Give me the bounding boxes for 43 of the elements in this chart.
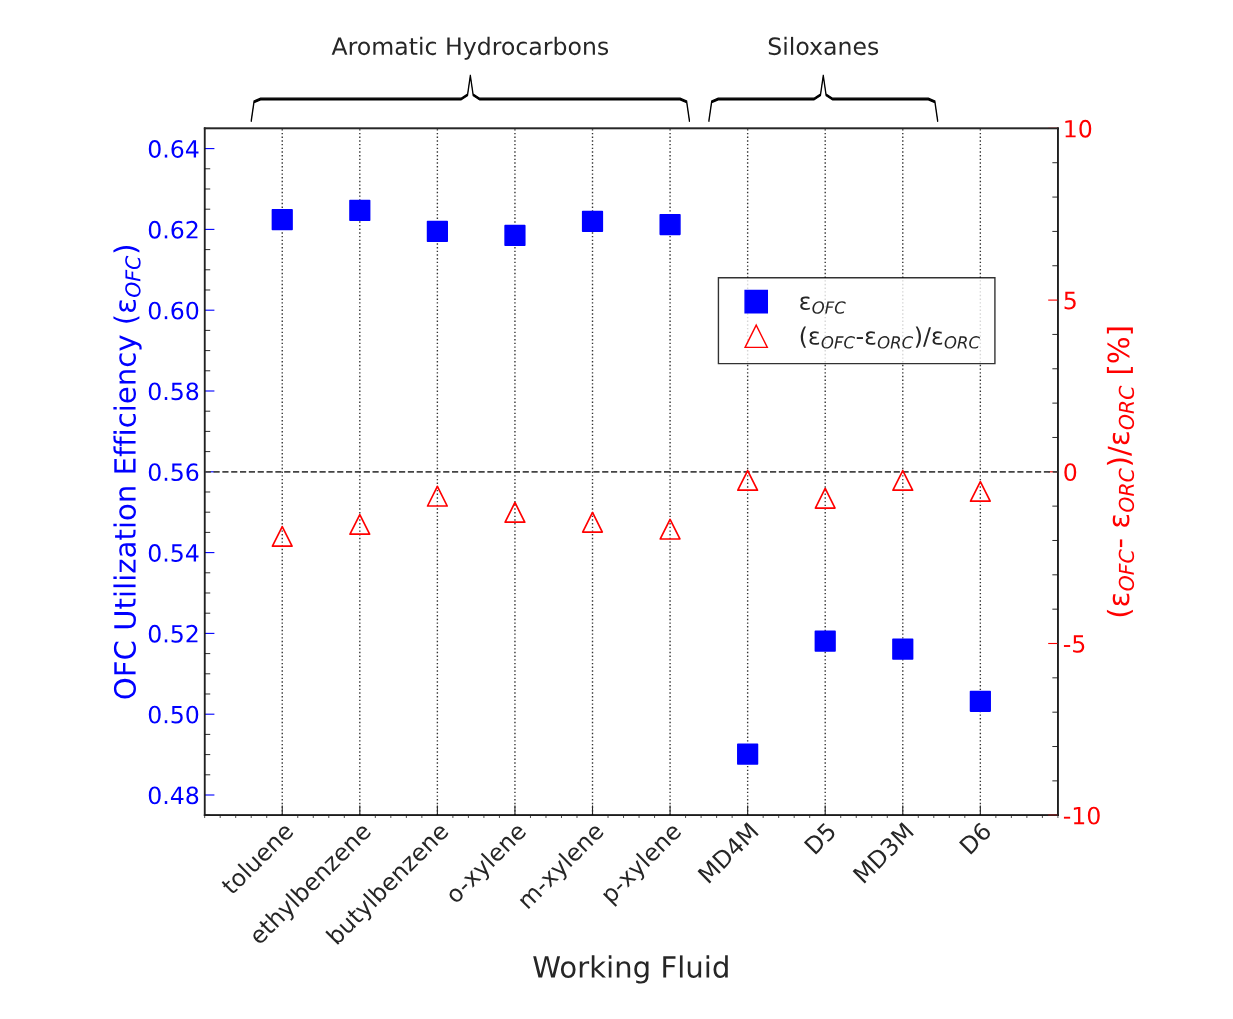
point <box>737 743 759 765</box>
x-tick-label: D5 <box>803 822 837 855</box>
y2-tick-label: 10 <box>1065 119 1092 138</box>
y2-tick-label: -5 <box>1063 635 1085 653</box>
point <box>892 469 914 492</box>
point <box>349 199 371 222</box>
point <box>736 469 759 492</box>
y-tick-label: 0.60 <box>148 301 199 320</box>
point <box>814 630 836 652</box>
point <box>271 525 293 548</box>
point <box>581 511 604 533</box>
point <box>426 485 449 507</box>
point <box>892 638 914 660</box>
y-tick-label: 0.50 <box>148 705 199 724</box>
y2-tick-label: 0 <box>1064 463 1077 482</box>
y-tick-label: 0.62 <box>148 220 198 239</box>
point <box>581 210 604 232</box>
point <box>504 501 526 523</box>
legend-label: (ε$_{OFC}$-ε$_{ORC}$)/ε$_{ORC}$ <box>800 326 980 349</box>
x-tick-label: D6 <box>958 821 993 855</box>
y-tick-label: 0.64 <box>148 140 199 158</box>
y-tick-label: 0.56 <box>148 463 199 482</box>
y-tick-label: 0.54 <box>148 544 199 562</box>
point <box>659 518 681 540</box>
point <box>426 220 448 243</box>
text: Siloxanes <box>768 36 879 56</box>
point <box>504 224 526 247</box>
point <box>271 209 293 231</box>
y-tick-label: 0.48 <box>148 786 199 805</box>
point <box>969 690 991 712</box>
point <box>349 513 371 535</box>
y2-tick-label: -10 <box>1063 806 1100 825</box>
y2-tick-label: 5 <box>1064 291 1076 310</box>
text: Aromatic Hydrocarbons <box>331 36 609 60</box>
y-axis-title: OFC Utilization Efficiency (ε$_{OFC}$) <box>113 246 142 699</box>
point <box>814 487 836 509</box>
y-tick-label: 0.52 <box>148 624 198 643</box>
legend-label: ε$_{OFC}$ <box>800 296 846 314</box>
y2-axis-title: (ε$_{OFC}$- ε$_{ORC}$)/ε$_{ORC}$ [%] <box>1106 327 1135 617</box>
point <box>659 213 681 236</box>
y-tick-label: 0.58 <box>148 382 199 401</box>
point <box>969 480 992 503</box>
x-axis-title: Working Fluid <box>533 955 728 984</box>
